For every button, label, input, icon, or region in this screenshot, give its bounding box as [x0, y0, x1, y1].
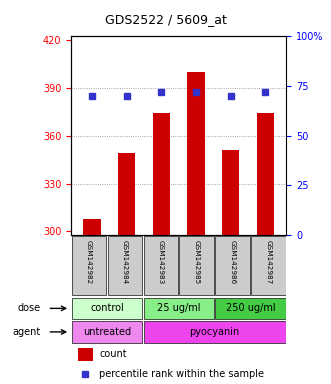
Text: 250 ug/ml: 250 ug/ml	[226, 303, 275, 313]
Bar	[72, 298, 142, 319]
Text: GSM142982: GSM142982	[86, 240, 92, 284]
Bar	[179, 236, 214, 295]
Text: pyocyanin: pyocyanin	[189, 327, 240, 337]
Bar	[83, 219, 101, 235]
Bar	[187, 72, 205, 235]
Bar	[215, 236, 250, 295]
Text: GSM142984: GSM142984	[122, 240, 128, 284]
Text: agent: agent	[13, 327, 41, 337]
Text: count: count	[99, 349, 127, 359]
Text: dose: dose	[18, 303, 41, 313]
Bar	[72, 236, 106, 295]
Bar	[215, 298, 286, 319]
Text: untreated: untreated	[83, 327, 131, 337]
Bar	[251, 236, 286, 295]
Text: GSM142987: GSM142987	[265, 240, 271, 284]
Bar	[153, 113, 170, 235]
Text: control: control	[90, 303, 124, 313]
Bar	[144, 298, 214, 319]
Bar	[77, 348, 93, 361]
Bar	[144, 321, 286, 343]
Bar	[222, 150, 239, 235]
Bar	[144, 236, 178, 295]
Text: GDS2522 / 5609_at: GDS2522 / 5609_at	[105, 13, 226, 26]
Text: percentile rank within the sample: percentile rank within the sample	[99, 369, 264, 379]
Text: 25 ug/ml: 25 ug/ml	[157, 303, 201, 313]
Text: GSM142985: GSM142985	[194, 240, 200, 284]
Bar	[72, 321, 142, 343]
Text: GSM142986: GSM142986	[229, 240, 236, 284]
Text: GSM142983: GSM142983	[158, 240, 164, 284]
Bar	[257, 113, 274, 235]
Bar	[108, 236, 142, 295]
Bar	[118, 153, 135, 235]
